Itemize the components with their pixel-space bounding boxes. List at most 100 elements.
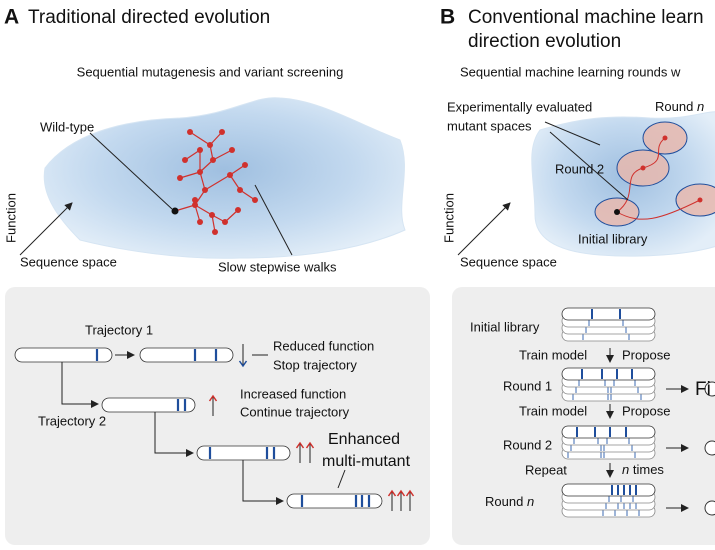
sequence [139, 347, 234, 363]
connector [154, 412, 194, 457]
variant-dot [640, 165, 646, 171]
final-node [704, 500, 715, 516]
times-n: n [622, 462, 629, 477]
panel-title: Conventional machine learn [468, 7, 704, 28]
outcome-label: Reduced function [273, 338, 374, 353]
variant-dot [662, 135, 668, 141]
leader [544, 121, 601, 146]
variant-dot [229, 147, 235, 153]
variant-dot [207, 142, 213, 148]
walk-edge [194, 189, 206, 206]
step-label: n times [622, 462, 664, 477]
arrow-head [295, 441, 305, 449]
sequence [101, 397, 196, 413]
panel-title: Traditional directed evolution [28, 7, 270, 28]
walk-edge [229, 164, 246, 176]
panel-label: A [4, 6, 19, 29]
round-label: Round 2 [555, 161, 604, 176]
variant-dot [197, 147, 203, 153]
axis-arrow [457, 202, 511, 256]
outcome-label: Increased function [240, 386, 346, 401]
variant-dot [210, 157, 216, 163]
step-label: Train model [519, 403, 587, 418]
arrow-head [387, 489, 397, 497]
library-sequence [561, 483, 656, 497]
walk-edge [204, 174, 231, 191]
panel-label: B [440, 6, 455, 29]
leader [254, 184, 293, 256]
panel-title: direction evolution [468, 31, 621, 52]
times-word: times [633, 462, 665, 477]
walk-edge [229, 174, 241, 191]
round-label: Initial library [470, 319, 540, 334]
arrow-head [305, 441, 315, 449]
round-word: Round [485, 494, 523, 509]
library-sequence [561, 367, 656, 381]
round-word: Round [655, 99, 693, 114]
variant-dot [192, 202, 198, 208]
connector [61, 362, 99, 408]
enhanced-label: multi-mutant [322, 453, 411, 470]
space-label: mutant spaces [447, 118, 532, 133]
variant-dot [222, 219, 228, 225]
enhanced-label: Enhanced [328, 431, 400, 448]
wild-type-dot [171, 207, 179, 215]
library-sequence [561, 307, 656, 321]
final-node [704, 381, 715, 397]
round-label: Round 1 [503, 378, 552, 393]
leader [549, 131, 629, 201]
connector [242, 460, 284, 505]
step-label: Train model [519, 347, 587, 362]
walks-label: Slow stepwise walks [218, 259, 337, 274]
variant-dot [697, 197, 703, 203]
variant-dot [235, 207, 241, 213]
panel-b-box [452, 287, 715, 545]
final-node [704, 440, 715, 456]
arrow-head [238, 360, 248, 368]
final-label: Fi [695, 379, 711, 400]
round-label: Round n [655, 99, 704, 114]
marks [14, 121, 715, 518]
library-sequence [561, 425, 656, 439]
axis-arrow [19, 202, 73, 256]
walk-edge [194, 204, 213, 216]
round-n: n [527, 494, 534, 509]
walk-edge [212, 149, 233, 161]
outcome-label: Stop trajectory [273, 357, 357, 372]
step-label: Propose [622, 347, 670, 362]
variant-dot [202, 187, 208, 193]
variant-dot [212, 229, 218, 235]
variant-dot [197, 169, 203, 175]
arrow-head [405, 489, 415, 497]
variant-dot [177, 175, 183, 181]
axis-label: Sequence space [20, 254, 117, 269]
walk-edge [184, 149, 201, 161]
sequence [286, 493, 383, 509]
wild-type-label: Wild-type [40, 119, 94, 134]
variant-dot [209, 212, 215, 218]
outcome-label: Continue trajectory [240, 404, 350, 419]
variant-dot [197, 219, 203, 225]
leader [89, 132, 173, 210]
walk-edge [179, 171, 201, 179]
explored-space [675, 183, 715, 217]
arrow-head [208, 394, 218, 402]
axis-label: Function [3, 193, 18, 243]
subtitle: Sequential mutagenesis and variant scree… [77, 64, 344, 79]
round-label: Initial library [578, 231, 648, 246]
round-label: Round n [485, 494, 534, 509]
walk-edge [199, 171, 206, 191]
variant-dot [219, 129, 225, 135]
axis-label: Function [441, 193, 456, 243]
step-label: Propose [622, 403, 670, 418]
axis-label: Sequence space [460, 254, 557, 269]
walk-edge [239, 189, 256, 201]
round-label: Round 2 [503, 437, 552, 452]
variant-dot [192, 197, 198, 203]
walk-edge [189, 131, 211, 146]
variant-dot [182, 157, 188, 163]
variant-dot [242, 162, 248, 168]
variant-dot [237, 187, 243, 193]
variant-dot [227, 172, 233, 178]
